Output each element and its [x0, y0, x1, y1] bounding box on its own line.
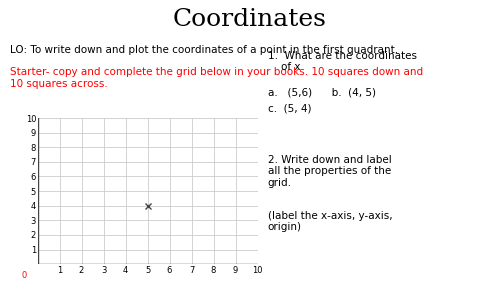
Text: a.   (5,6)      b.  (4, 5): a. (5,6) b. (4, 5)	[268, 87, 376, 97]
Text: (label the x-axis, y-axis,
origin): (label the x-axis, y-axis, origin)	[268, 211, 392, 232]
Text: Coordinates: Coordinates	[173, 8, 327, 31]
Text: 2. Write down and label
all the properties of the
grid.: 2. Write down and label all the properti…	[268, 155, 391, 188]
Text: c.  (5, 4): c. (5, 4)	[268, 104, 311, 114]
Text: 1.  What are the coordinates
    of x: 1. What are the coordinates of x	[268, 51, 416, 72]
Text: LO: To write down and plot the coordinates of a point in the first quadrant.: LO: To write down and plot the coordinat…	[10, 45, 398, 55]
Text: 0: 0	[22, 271, 27, 280]
Text: Starter- copy and complete the grid below in your books. 10 squares down and
10 : Starter- copy and complete the grid belo…	[10, 67, 423, 89]
